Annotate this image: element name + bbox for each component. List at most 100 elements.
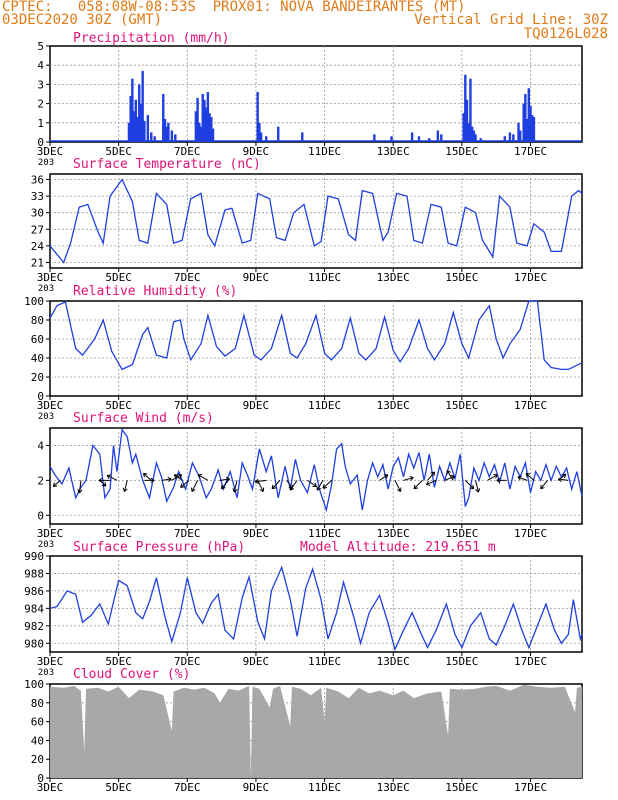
header-run-time: 03DEC2020 30Z (GMT) — [2, 12, 163, 28]
wind-xtick-label: 11DEC — [308, 527, 341, 540]
rh-ytick-label: 40 — [31, 352, 44, 365]
wind-vector — [197, 474, 209, 481]
wind-vector-head — [259, 487, 265, 492]
rh-title: Relative Humidity (%) — [73, 284, 237, 299]
precip-bar — [210, 117, 213, 142]
precip-bar — [162, 94, 165, 142]
temp-line — [49, 178, 583, 264]
wind-xtick-label: 7DEC — [174, 527, 201, 540]
wind-vector-head — [122, 487, 128, 492]
wind-vector-head — [430, 471, 436, 476]
pressure-ytick-label: 988 — [24, 567, 44, 580]
rh-xtick-label: 7DEC — [174, 399, 201, 412]
precip-bar — [131, 78, 134, 142]
precip-xtick-label: 13DEC — [377, 145, 410, 158]
wind-vector-head — [271, 484, 277, 490]
wind-xtick-label: 3DEC — [37, 527, 64, 540]
rh-xtick-label: 5DEC — [105, 399, 132, 412]
pressure-xtick-label: 3DEC — [37, 655, 64, 668]
precip-bar — [146, 115, 150, 142]
wind-vector-head — [558, 476, 563, 482]
header-model-code: TQ0126L028 — [523, 26, 608, 42]
rh-ytick-label: 100 — [24, 295, 44, 308]
temp-xtick-stub: 203 — [38, 284, 54, 294]
wind-vector — [257, 480, 264, 492]
wind-vector — [289, 480, 298, 491]
pressure-xtick-label: 5DEC — [105, 655, 132, 668]
pressure-xtick-label: 13DEC — [377, 655, 410, 668]
precip-bar — [508, 132, 512, 142]
wind-vector — [394, 480, 401, 492]
precip-bar — [134, 99, 138, 142]
precip-bar — [165, 126, 168, 142]
temp-title: Surface Temperature (nC) — [73, 157, 261, 172]
temp-xtick-label: 3DEC — [37, 271, 64, 284]
wind-vector — [271, 480, 281, 490]
precip-bar — [470, 126, 474, 142]
wind-xtick-label: 17DEC — [514, 527, 547, 540]
precip-bar — [174, 134, 177, 142]
precip-xtick-label: 17DEC — [514, 145, 547, 158]
precip-bar — [517, 122, 520, 142]
cloud-xtick-label: 17DEC — [514, 781, 547, 794]
precip-bar — [469, 78, 472, 142]
temp-ytick-label: 24 — [31, 240, 45, 253]
wind-vector-head — [142, 472, 148, 478]
precip-bar — [410, 132, 414, 142]
wind-vector — [106, 474, 118, 481]
precip-bar — [373, 134, 376, 142]
precip-bar — [479, 138, 482, 142]
wind-vector — [464, 480, 475, 490]
wind-xtick-label: 9DEC — [243, 527, 270, 540]
temp-frame — [49, 173, 583, 269]
precip-ytick-label: 2 — [37, 98, 44, 111]
cloud-ytick-label: 20 — [31, 753, 44, 766]
wind-vector-head — [413, 484, 419, 490]
temp-xtick-label: 15DEC — [445, 271, 478, 284]
precip-bar — [150, 132, 153, 142]
wind-vector-head — [475, 488, 481, 493]
precip-ytick-label: 0 — [37, 136, 44, 149]
cloud-title: Cloud Cover (%) — [73, 667, 190, 682]
precip-bar — [529, 105, 532, 142]
wind-vector-head — [191, 487, 196, 492]
cloud-xtick-label: 5DEC — [105, 781, 132, 794]
temp-ytick-label: 33 — [31, 190, 44, 203]
rh-xtick-label: 11DEC — [308, 399, 341, 412]
rh-line — [49, 300, 583, 371]
wind-vector — [171, 474, 182, 481]
wind-vector — [307, 479, 317, 487]
cloud-xtick-label: 3DEC — [37, 781, 64, 794]
wind-vector — [174, 474, 183, 481]
wind-vector-head — [496, 477, 501, 483]
temp-ytick-label: 36 — [31, 174, 44, 187]
wind-vector — [525, 472, 535, 481]
wind-xtick-label: 5DEC — [105, 527, 132, 540]
cloud-ytick-label: 80 — [31, 697, 44, 710]
precip-bar — [390, 136, 393, 142]
precip-bar — [153, 136, 156, 142]
pressure-ytick-label: 986 — [24, 585, 44, 598]
wind-vector-head — [517, 475, 522, 481]
precip-ytick-label: 3 — [37, 78, 44, 91]
precip-bar — [531, 115, 534, 142]
wind-vector — [322, 479, 332, 489]
precip-bar — [208, 113, 211, 142]
precip-bar — [203, 99, 206, 142]
precip-bar — [141, 70, 144, 142]
precip-xtick-label: 7DEC — [174, 145, 201, 158]
precip-bar — [206, 92, 210, 142]
rh-xtick-stub: 203 — [38, 412, 54, 422]
precip-bar — [211, 128, 215, 142]
rh-xtick-label: 15DEC — [445, 399, 478, 412]
precip-bar — [163, 118, 167, 142]
rh-ytick-label: 0 — [37, 390, 44, 403]
pressure-xtick-label: 11DEC — [308, 655, 341, 668]
wind-vector — [444, 475, 455, 481]
wind-vector-head — [469, 484, 475, 490]
pressure-ytick-label: 984 — [24, 602, 44, 615]
wind-vector-head — [409, 475, 414, 481]
precip-bar — [132, 111, 136, 142]
precip-bar — [258, 122, 261, 142]
precip-bar — [428, 138, 431, 142]
